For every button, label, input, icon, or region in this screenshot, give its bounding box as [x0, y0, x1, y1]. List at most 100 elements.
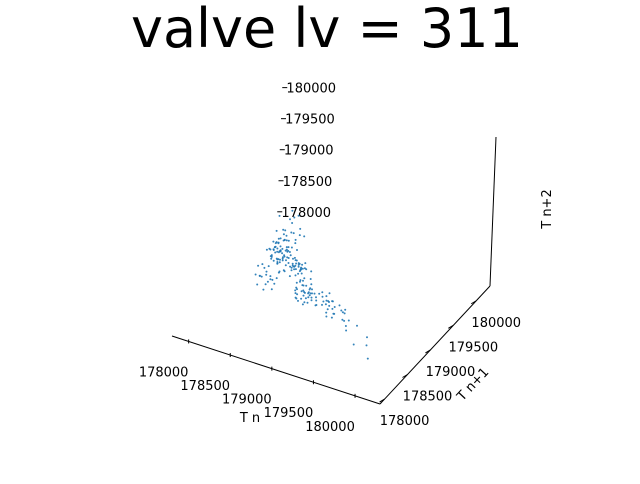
data-point	[321, 303, 323, 306]
data-point	[297, 299, 299, 302]
data-point	[294, 296, 297, 299]
z-tick-label: 178000	[281, 206, 331, 221]
data-point	[278, 214, 281, 217]
data-point	[291, 209, 294, 212]
z-axis-line	[489, 136, 497, 287]
data-point	[284, 229, 287, 232]
data-point	[294, 268, 297, 271]
data-point	[275, 257, 278, 260]
data-point	[296, 293, 299, 296]
data-point	[328, 301, 330, 303]
data-point	[277, 241, 280, 244]
data-point	[285, 234, 288, 237]
data-point	[304, 297, 307, 300]
data-point	[284, 264, 287, 267]
data-point	[293, 268, 296, 271]
data-point	[292, 232, 295, 235]
data-point	[365, 344, 368, 347]
data-point	[344, 308, 347, 311]
data-point	[325, 295, 328, 298]
data-point	[268, 247, 271, 250]
data-point	[265, 273, 268, 276]
data-point	[294, 242, 297, 245]
data-point	[306, 301, 309, 304]
data-point	[271, 278, 274, 281]
data-point	[272, 240, 275, 243]
data-point	[301, 263, 304, 266]
data-point	[282, 228, 285, 231]
data-point	[310, 270, 313, 273]
y-axis-line	[379, 285, 491, 405]
data-point	[308, 294, 311, 297]
data-point	[297, 263, 300, 266]
data-point	[328, 292, 331, 295]
data-point	[310, 299, 313, 302]
data-point	[302, 289, 305, 292]
data-point	[284, 249, 287, 252]
data-point	[260, 275, 263, 278]
data-point	[277, 258, 280, 261]
data-point	[264, 283, 267, 286]
data-point	[269, 275, 272, 278]
data-point	[300, 272, 303, 275]
x-axis-label: T n	[239, 411, 260, 426]
z-tick-label: 179500	[285, 113, 335, 128]
data-point	[291, 222, 294, 224]
data-point	[295, 286, 298, 289]
data-point	[311, 292, 313, 295]
data-point	[299, 280, 301, 283]
y-tick	[470, 300, 477, 305]
data-point	[265, 248, 268, 251]
x-tick-label: 180000	[305, 420, 355, 435]
data-point	[302, 279, 304, 282]
x-tick-label: 178000	[139, 365, 189, 380]
x-tick-label: 178500	[180, 379, 230, 394]
data-point	[315, 304, 318, 306]
data-point	[303, 301, 306, 304]
data-point	[272, 249, 275, 251]
data-point	[331, 307, 334, 310]
data-point	[286, 256, 289, 259]
data-point	[287, 246, 290, 249]
data-point	[294, 274, 297, 277]
data-point	[307, 291, 310, 294]
data-point	[274, 251, 277, 254]
data-point	[301, 284, 304, 287]
data-point	[326, 308, 329, 311]
data-point	[262, 288, 265, 291]
data-point	[276, 261, 279, 263]
data-point	[290, 246, 293, 249]
y-tick	[425, 349, 431, 354]
data-point	[278, 261, 281, 264]
data-point	[285, 259, 287, 262]
data-point	[330, 316, 333, 319]
data-point	[301, 267, 304, 270]
data-point	[281, 252, 284, 255]
data-point	[352, 343, 355, 346]
data-point	[315, 299, 318, 302]
data-point	[287, 262, 290, 264]
data-point	[283, 270, 286, 273]
data-point	[309, 292, 312, 295]
data-point	[269, 255, 272, 258]
data-point	[304, 262, 307, 265]
data-point	[285, 239, 288, 242]
data-point	[289, 265, 292, 268]
data-point	[343, 312, 346, 315]
data-point	[277, 251, 280, 254]
data-point	[258, 274, 261, 277]
data-point	[300, 268, 302, 271]
data-point	[296, 288, 298, 291]
data-point	[285, 246, 288, 249]
data-point	[347, 319, 350, 322]
data-point	[279, 237, 282, 240]
data-point	[273, 282, 276, 285]
data-point	[321, 291, 324, 294]
data-point	[277, 237, 280, 240]
chart-title: valve lv = 311	[130, 0, 523, 60]
data-point	[276, 247, 279, 250]
data-point	[282, 233, 285, 236]
